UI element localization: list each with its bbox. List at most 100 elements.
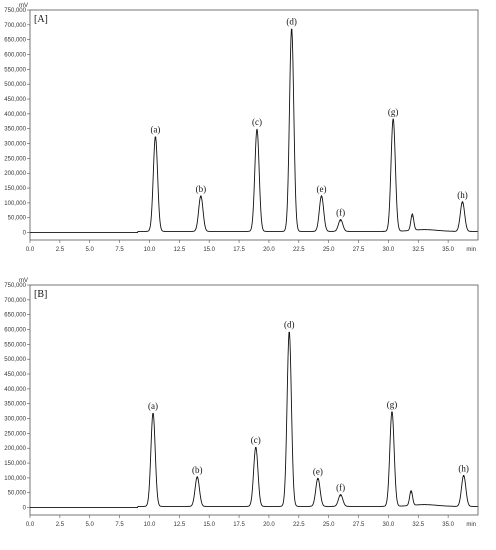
plot-frame: [29, 284, 479, 516]
panel-label: [A]: [34, 14, 48, 25]
y-tick-label: 100,000: [4, 201, 26, 207]
peak-label: (d): [284, 319, 295, 329]
peak-apex: [196, 477, 198, 479]
x-tick-label: 12.5: [173, 247, 185, 253]
peak-apex: [391, 412, 393, 414]
peak-label: (b): [192, 465, 203, 475]
x-tick-label: 2.5: [56, 247, 65, 253]
y-tick-label: 600,000: [4, 328, 26, 334]
peak-apex: [340, 220, 342, 222]
peak-apex: [154, 137, 157, 139]
x-tick-label: 32.5: [412, 247, 424, 253]
y-tick-label: 650,000: [4, 313, 26, 319]
x-tick-label: 7.5: [115, 522, 124, 528]
y-tick-label: 150,000: [4, 186, 26, 192]
x-tick-label: 32.5: [412, 522, 424, 528]
x-tick-label: 27.5: [353, 522, 365, 528]
x-tick-label: 30.0: [383, 247, 395, 253]
y-tick-label: 400,000: [4, 387, 26, 393]
peak-apex: [461, 202, 464, 204]
peak-apex: [340, 495, 342, 497]
y-tick-label: 300,000: [4, 142, 26, 148]
peak-label: (f): [336, 208, 345, 218]
peak-apex: [463, 475, 465, 478]
x-tick-label: 22.5: [293, 522, 305, 528]
peak-label: (e): [313, 466, 323, 476]
y-tick-label: 0: [23, 231, 27, 237]
y-tick-label: 550,000: [4, 67, 26, 73]
y-tick-label: 600,000: [4, 53, 26, 59]
peak-label: (d): [286, 16, 297, 26]
chromatogram-b-svg: 0 50,000 100,000 150,000 200,000 250,000 300,0…: [4, 278, 479, 528]
peak-label: (a): [150, 125, 160, 135]
peak-apex: [256, 129, 258, 131]
y-tick-label: 300,000: [4, 417, 26, 423]
x-tick-label: 15.0: [203, 522, 215, 528]
peak-apex: [291, 28, 293, 30]
x-tick-label: 27.5: [353, 247, 365, 253]
y-tick-label: 550,000: [4, 342, 26, 348]
peak-apex: [317, 478, 319, 480]
y-tick-label: 750,000: [4, 8, 26, 14]
peak-label: (h): [458, 463, 469, 473]
x-tick-label: 15.0: [203, 247, 215, 253]
x-tick-label: 25.0: [323, 247, 335, 253]
y-tick-label: 100,000: [4, 476, 26, 482]
peak-apex: [255, 447, 257, 449]
chromatogram-trace: [30, 28, 478, 234]
y-tick-label: 50,000: [8, 491, 27, 497]
y-tick-label: 250,000: [4, 431, 26, 437]
peak-apex: [200, 196, 202, 198]
peak-label: (e): [316, 184, 326, 194]
x-unit-label: min: [466, 247, 476, 253]
x-tick-label: 0.0: [26, 247, 35, 253]
y-unit-label: mV: [19, 3, 28, 9]
panel-label: [B]: [34, 289, 47, 300]
y-tick-label: 650,000: [4, 38, 26, 44]
y-unit-label: mV: [19, 278, 28, 284]
y-tick-label: 350,000: [4, 402, 26, 408]
x-tick-label: 25.0: [323, 522, 335, 528]
x-tick-label: 5.0: [86, 522, 95, 528]
chromatogram-a-svg: 0 50,000 100,000 150,000 200,000 250,000 300,0…: [4, 3, 479, 253]
peak-label: (c): [251, 435, 261, 445]
y-tick-label: 450,000: [4, 97, 26, 103]
chromatogram-panel-a: 0 50,000 100,000 150,000 200,000 250,000 300,0…: [4, 3, 479, 253]
y-tick-label: 200,000: [4, 446, 26, 452]
peak-apex: [152, 413, 154, 415]
unlabeled-peak-apex: [410, 492, 412, 494]
chromatogram-trace: [30, 331, 478, 509]
y-tick-label: 350,000: [4, 127, 26, 133]
y-tick-label: 400,000: [4, 112, 26, 118]
x-tick-label: 20.0: [263, 522, 275, 528]
x-tick-label: 2.5: [56, 522, 65, 528]
peak-label: (f): [336, 483, 345, 493]
chromatogram-panel-b: 0 50,000 100,000 150,000 200,000 250,000 300,0…: [0, 275, 496, 550]
y-tick-label: 500,000: [4, 82, 26, 88]
plot-frame: [29, 9, 479, 241]
x-tick-label: 30.0: [383, 522, 395, 528]
peak-label: (b): [196, 184, 207, 194]
peak-apex: [320, 196, 323, 198]
y-tick-label: 450,000: [4, 372, 26, 378]
peak-label: (h): [457, 190, 468, 200]
peak-apex: [288, 331, 290, 334]
unlabeled-peak-apex: [411, 215, 413, 217]
peak-label: (c): [252, 117, 262, 127]
x-tick-label: 0.0: [26, 522, 35, 528]
y-tick-label: 250,000: [4, 156, 26, 162]
y-tick-label: 700,000: [4, 23, 26, 29]
x-tick-label: 5.0: [86, 247, 95, 253]
y-tick-label: 700,000: [4, 298, 26, 304]
x-tick-label: 35.0: [442, 247, 454, 253]
peak-label: (g): [388, 107, 399, 117]
x-tick-label: 35.0: [442, 522, 454, 528]
y-tick-label: 50,000: [8, 216, 27, 222]
y-tick-label: 150,000: [4, 461, 26, 467]
y-tick-label: 0: [23, 506, 27, 512]
x-tick-label: 20.0: [263, 247, 275, 253]
x-tick-label: 22.5: [293, 247, 305, 253]
x-tick-label: 7.5: [115, 247, 124, 253]
x-tick-label: 10.0: [144, 522, 156, 528]
y-tick-label: 200,000: [4, 171, 26, 177]
